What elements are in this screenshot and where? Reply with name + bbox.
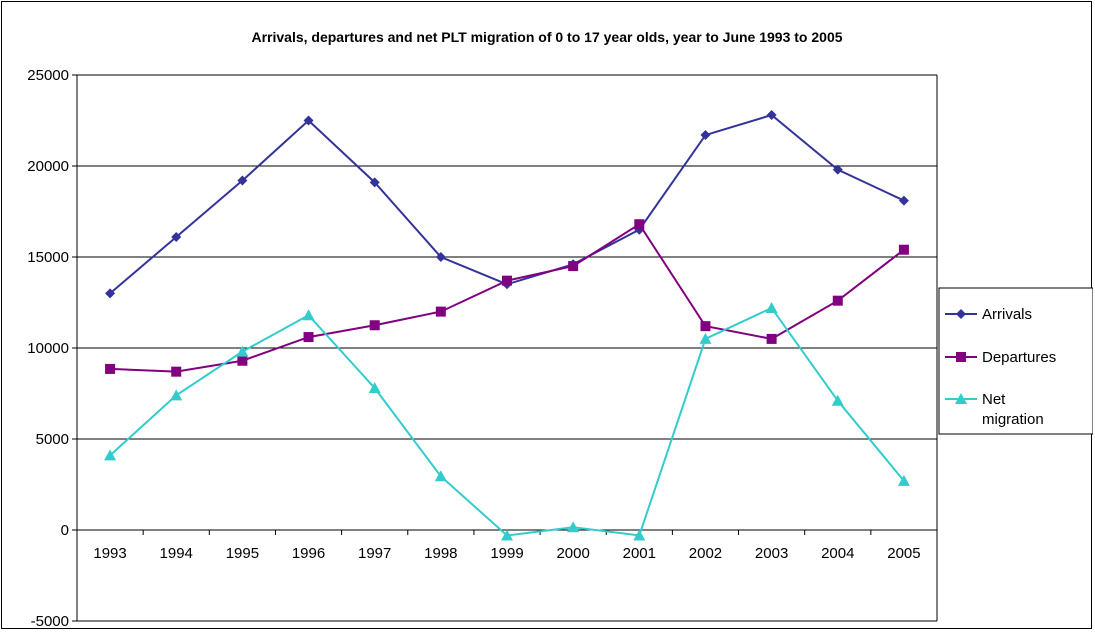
- axes: [72, 74, 938, 622]
- data-point: [369, 177, 380, 188]
- data-point: [897, 474, 910, 486]
- x-tick-label: 1995: [226, 545, 259, 562]
- chart-title: Arrivals, departures and net PLT migrati…: [251, 29, 842, 45]
- legend-label: Arrivals: [982, 306, 1032, 323]
- legend-marker: [956, 352, 966, 362]
- data-point: [105, 363, 116, 374]
- legend-item-arrivals: Arrivals: [945, 306, 1032, 323]
- data-point: [237, 355, 248, 366]
- data-point: [832, 164, 843, 175]
- legend-item-net-migration: Net migration: [945, 391, 1044, 428]
- x-tick-label: 1999: [490, 545, 523, 562]
- series-line: [109, 113, 905, 295]
- series-net-migration: [104, 301, 910, 541]
- data-point: [236, 345, 249, 357]
- data-point: [567, 521, 580, 533]
- data-point: [369, 320, 380, 331]
- legend: Arrivals Departures Net migration: [938, 287, 1093, 435]
- data-point: [700, 130, 711, 141]
- data-point: [699, 332, 712, 344]
- data-point: [898, 195, 909, 206]
- data-point: [832, 295, 843, 306]
- data-point: [171, 231, 182, 242]
- data-point: [237, 175, 248, 186]
- data-point: [368, 382, 381, 394]
- x-tick-label: 2003: [755, 545, 788, 562]
- series-line: [109, 306, 905, 537]
- data-point: [501, 529, 513, 541]
- legend-marker: [955, 393, 967, 404]
- data-point: [568, 261, 579, 272]
- data-point: [303, 115, 314, 126]
- y-tick-label: -5000: [31, 613, 69, 630]
- x-tick-label: 2002: [689, 545, 722, 562]
- y-tick-label: 10000: [27, 340, 69, 357]
- data-point: [766, 333, 777, 344]
- data-point: [898, 244, 909, 255]
- x-tick-label: 1997: [358, 545, 391, 562]
- x-tick-label: 2004: [821, 545, 854, 562]
- data-point: [105, 288, 116, 299]
- y-axis-tick-labels: 25000 20000 15000 10000 5000 0 -5000: [27, 67, 69, 630]
- y-tick-label: 5000: [36, 431, 69, 448]
- legend-marker: [956, 309, 966, 319]
- data-point: [502, 275, 512, 286]
- data-point: [302, 309, 315, 321]
- data-point: [303, 332, 314, 343]
- x-tick-label: 1993: [93, 545, 126, 562]
- data-point: [435, 306, 446, 317]
- x-tick-label: 1996: [292, 545, 325, 562]
- y-tick-label: 15000: [27, 249, 69, 266]
- data-point: [171, 366, 182, 377]
- series-departures: [105, 219, 909, 377]
- x-axis-tick-labels: 1993 1994 1995 1996 1997 1998 1999 2000 2001 2002…: [93, 545, 920, 562]
- series-arrivals: [105, 110, 909, 299]
- data-point: [434, 470, 447, 482]
- y-tick-label: 25000: [27, 67, 69, 84]
- data-point: [634, 219, 645, 230]
- x-tick-label: 2000: [556, 545, 589, 562]
- x-tick-label: 1998: [424, 545, 457, 562]
- y-tick-label: 20000: [27, 158, 69, 175]
- legend-item-departures: Departures: [945, 349, 1056, 366]
- x-tick-label: 2001: [623, 545, 656, 562]
- data-point: [765, 301, 778, 313]
- data-point: [831, 394, 844, 406]
- data-point: [435, 252, 446, 262]
- y-tick-label: 0: [61, 522, 69, 539]
- data-point: [633, 529, 646, 541]
- x-tick-label: 2005: [887, 545, 920, 562]
- data-point: [700, 321, 711, 332]
- data-point: [104, 449, 117, 461]
- series: [104, 110, 910, 541]
- x-tick-label: 1994: [160, 545, 193, 562]
- data-point: [170, 389, 183, 401]
- legend-label: migration: [982, 411, 1044, 428]
- legend-label: Net: [982, 391, 1006, 408]
- data-point: [766, 110, 777, 121]
- series-line: [110, 222, 905, 373]
- legend-label: Departures: [982, 349, 1056, 366]
